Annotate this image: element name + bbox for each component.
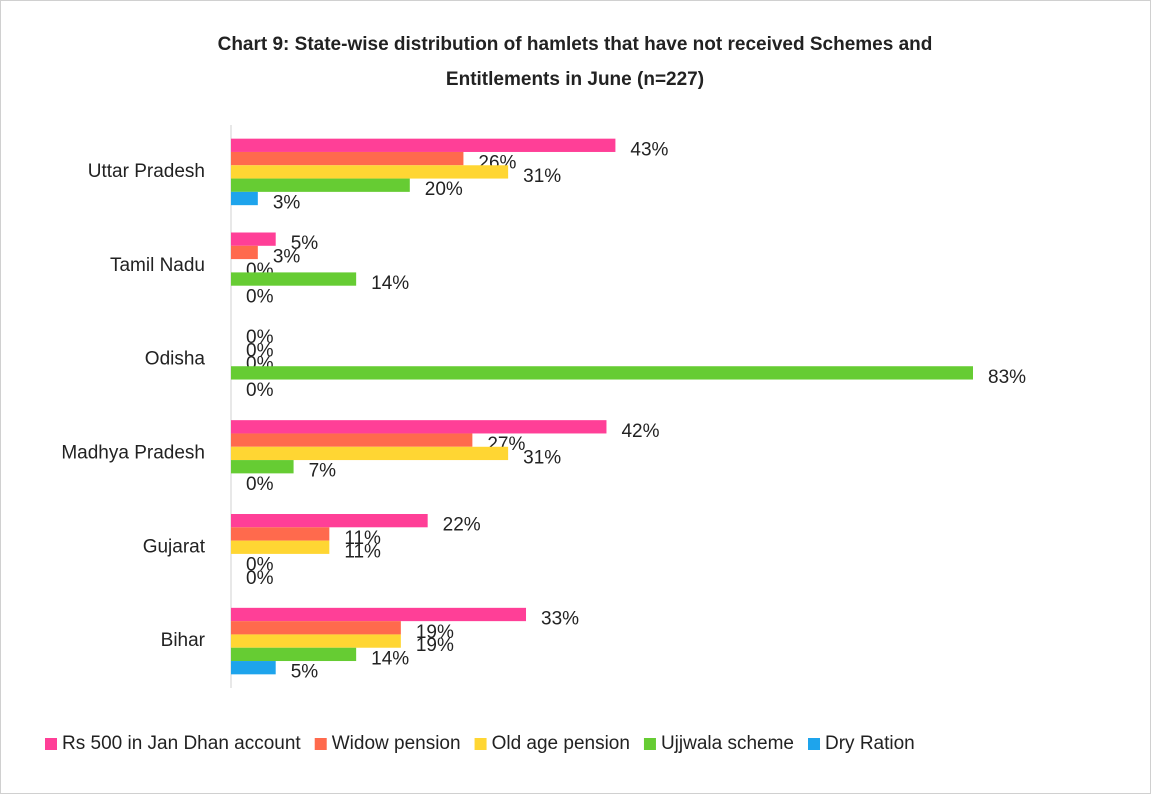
- bar: [231, 446, 509, 461]
- data-label: 19%: [416, 635, 454, 656]
- legend-swatch: [643, 738, 656, 750]
- data-label: 11%: [344, 541, 381, 562]
- data-label: 0%: [246, 474, 274, 495]
- bar: [231, 433, 473, 447]
- data-label: 20%: [425, 179, 463, 200]
- data-label: 31%: [523, 447, 561, 468]
- bar: [231, 366, 973, 380]
- data-label: 0%: [246, 286, 274, 307]
- bar: [231, 607, 527, 622]
- chart-title: Chart 9: State-wise distribution of haml…: [218, 34, 933, 55]
- bar: [231, 514, 428, 528]
- data-label: 0%: [246, 380, 274, 401]
- data-label: 7%: [309, 461, 337, 482]
- y-tick-label: Uttar Pradesh: [88, 161, 205, 182]
- bar: [231, 420, 607, 434]
- bar: [231, 232, 276, 246]
- bar: [231, 460, 294, 474]
- y-tick-label: Odisha: [145, 349, 206, 370]
- chart-title: Entitlements in June (n=227): [446, 69, 704, 90]
- legend-swatch: [808, 738, 820, 750]
- data-label: 83%: [988, 367, 1026, 388]
- bar: [231, 191, 258, 206]
- legend-label: Ujjwala scheme: [661, 733, 794, 754]
- legend-swatch: [45, 738, 57, 750]
- y-tick-label: Tamil Nadu: [110, 255, 205, 276]
- data-label: 19%: [416, 622, 454, 643]
- data-label: 5%: [291, 662, 319, 683]
- data-label: 42%: [621, 421, 659, 442]
- data-label: 0%: [246, 555, 274, 576]
- data-label: 0%: [246, 568, 274, 589]
- data-label: 22%: [443, 515, 481, 536]
- legend-label: Dry Ration: [825, 733, 915, 754]
- bar: [231, 178, 410, 192]
- y-tick-label: Bihar: [161, 630, 206, 651]
- data-label: 3%: [273, 193, 301, 214]
- data-label: 14%: [371, 648, 409, 669]
- data-label: 0%: [246, 340, 274, 361]
- data-label: 43%: [630, 139, 668, 160]
- data-label: 0%: [246, 327, 274, 348]
- bar: [231, 647, 357, 662]
- bar: [231, 621, 401, 635]
- data-label: 3%: [273, 246, 301, 267]
- legend-label: Old age pension: [492, 733, 630, 754]
- bar: [231, 540, 330, 554]
- data-label: 31%: [523, 166, 561, 187]
- legend-swatch: [474, 738, 487, 750]
- data-label: 11%: [344, 528, 381, 549]
- legend-label: Widow pension: [332, 733, 461, 754]
- y-tick-label: Madhya Pradesh: [61, 442, 205, 463]
- data-label: 33%: [541, 608, 579, 629]
- bar: [231, 245, 258, 260]
- bar: [231, 527, 330, 541]
- legend-swatch: [314, 738, 327, 750]
- y-tick-label: Gujarat: [143, 536, 206, 557]
- data-label: 5%: [291, 233, 319, 254]
- bar: [231, 151, 464, 166]
- bar: [231, 634, 401, 648]
- data-label: 14%: [371, 273, 409, 294]
- bar: [231, 661, 276, 675]
- bar: [231, 138, 616, 152]
- legend-label: Rs 500 in Jan Dhan account: [62, 733, 301, 754]
- bar: [231, 165, 509, 179]
- bar: [231, 272, 357, 286]
